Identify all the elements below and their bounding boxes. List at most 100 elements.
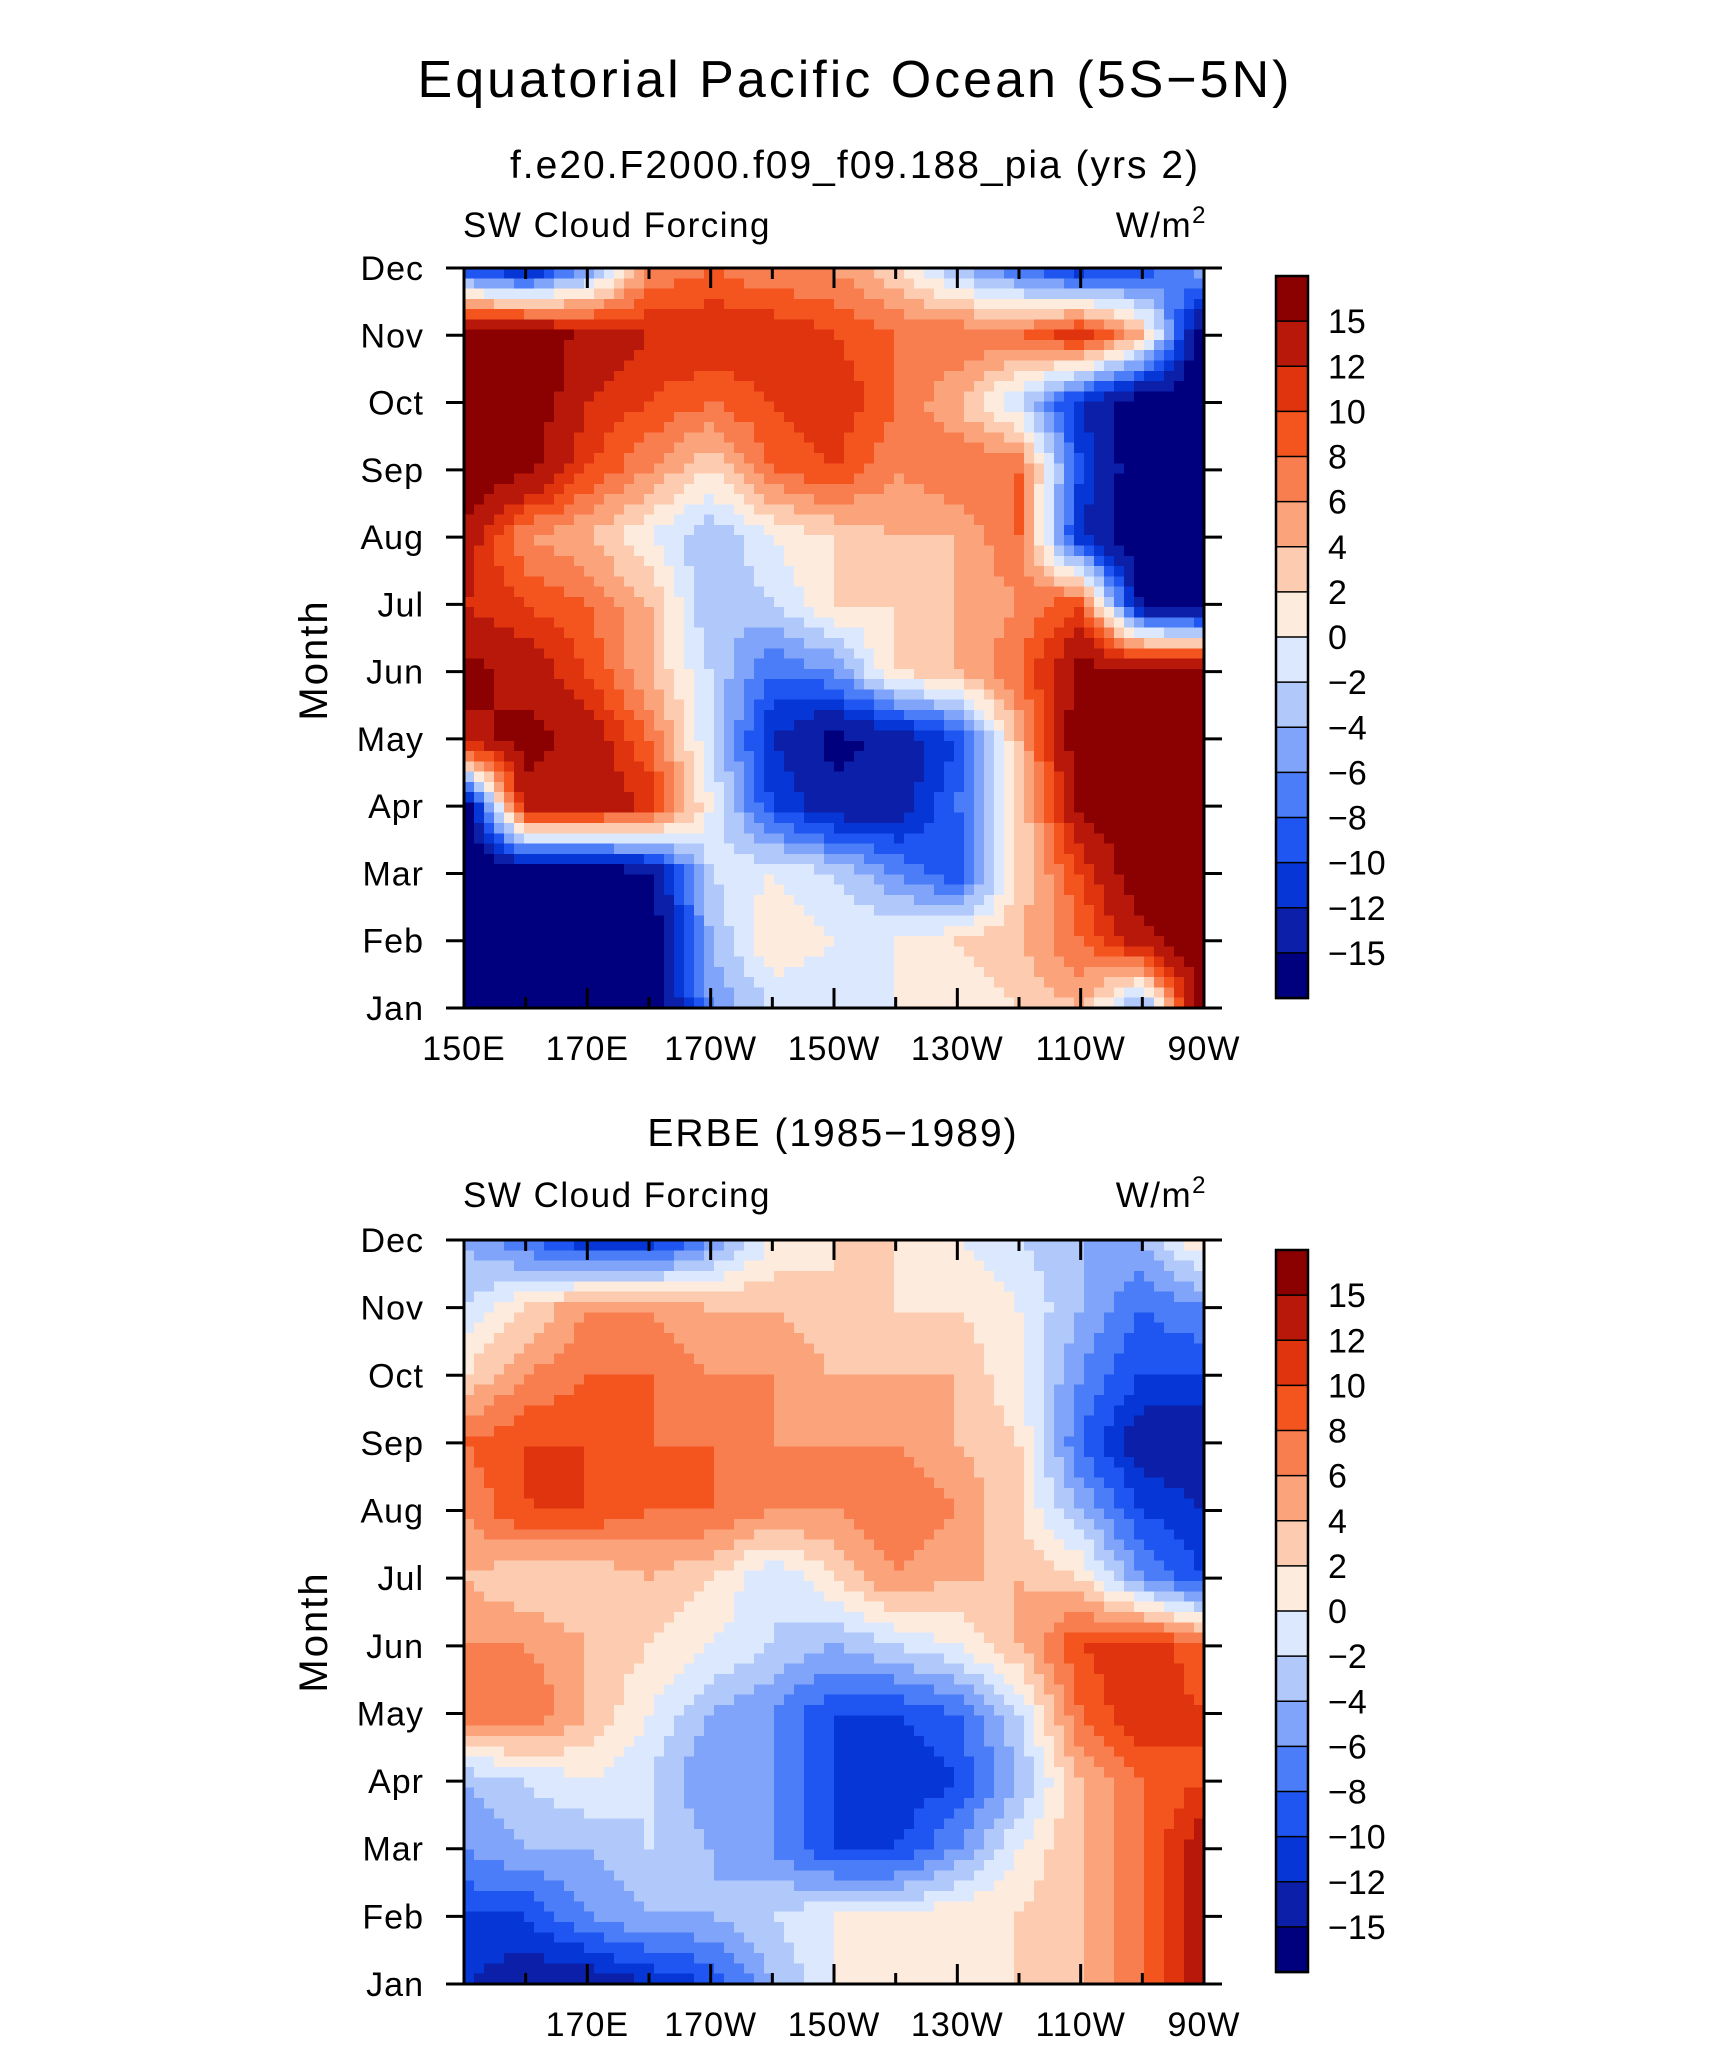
contour-cell [964,350,975,362]
contour-cell [714,278,725,290]
contour-cell [504,329,515,341]
contour-cell [604,720,615,732]
contour-cell [784,442,795,454]
contour-cell [1024,494,1035,505]
contour-cell [1104,689,1115,701]
contour-cell [524,740,535,752]
contour-cell [814,442,825,454]
contour-cell [1184,607,1195,619]
contour-cell [924,627,935,639]
contour-cell [684,627,695,639]
contour-cell [804,442,815,454]
contour-cell [1144,391,1155,403]
contour-cell [744,319,755,331]
contour-cell [1114,319,1125,331]
contour-cell [1024,268,1035,279]
contour-cell [524,360,535,372]
contour-cell [974,668,985,680]
contour-cell [1094,576,1105,588]
contour-cell [684,709,695,721]
contour-cell [1024,401,1035,413]
contour-cell [474,453,485,464]
contour-cell [1094,524,1105,536]
contour-cell [1164,329,1175,341]
contour-cell [1004,453,1015,464]
contour-cell [624,812,635,824]
contour-cell [1104,607,1115,619]
contour-cell [864,833,875,845]
contour-cell [524,761,535,773]
contour-cell [834,884,845,896]
contour-cell [1124,607,1135,619]
contour-cell [644,566,655,577]
contour-cell [714,288,725,300]
contour-cell [854,617,865,629]
contour-cell [864,350,875,362]
contour-cell [1144,833,1155,845]
contour-cell [804,823,815,834]
contour-cell [1124,864,1135,875]
contour-cell [894,617,905,629]
contour-cell [644,504,655,516]
contour-cell [894,627,905,639]
contour-cell [864,823,875,834]
contour-cell [924,679,935,690]
contour-cell [914,566,925,577]
contour-cell [974,905,985,917]
contour-cell [854,864,865,875]
contour-cell [984,391,995,403]
contour-cell [774,483,785,495]
contour-cell [784,401,795,413]
contour-cell [1144,853,1155,865]
contour-cell [504,812,515,824]
contour-cell [484,617,495,629]
contour-cell [664,504,675,516]
contour-cell [714,638,725,649]
contour-cell [514,627,525,639]
contour-cell [1154,792,1165,804]
contour-cell [714,401,725,413]
contour-cell [604,309,615,320]
contour-cell [704,853,715,865]
contour-cell [1154,278,1165,290]
contour-cell [694,679,705,690]
contour-cell [1144,638,1155,649]
contour-cell [854,288,865,300]
contour-cell [494,586,505,598]
contour-cell [1094,298,1105,310]
contour-cell [684,309,695,320]
contour-cell [804,453,815,464]
contour-cell [1154,853,1165,865]
contour-cell [694,298,705,310]
contour-cell [504,638,515,649]
contour-cell [974,740,985,752]
contour-cell [914,370,925,382]
contour-cell [884,894,895,906]
contour-cell [894,699,905,711]
contour-cell [484,607,495,619]
contour-cell [724,915,735,927]
contour-cell [1054,566,1065,577]
contour-cell [1084,751,1095,762]
contour-cell [624,884,635,896]
contour-cell [684,442,695,454]
contour-cell [754,494,765,505]
contour-cell [1064,514,1075,526]
contour-cell [564,936,575,947]
contour-cell [484,771,495,783]
contour-cell [954,442,965,454]
contour-cell [584,689,595,701]
contour-cell [1084,504,1095,516]
contour-cell [494,864,505,875]
contour-cell [1064,463,1075,475]
contour-cell [674,925,685,937]
contour-cell [1044,514,1055,526]
contour-cell [1144,576,1155,588]
contour-cell [504,894,515,906]
contour-cell [464,350,475,362]
contour-cell [994,638,1005,649]
contour-cell [534,864,545,875]
contour-cell [874,381,885,392]
contour-cell [514,648,525,660]
contour-cell [714,391,725,403]
